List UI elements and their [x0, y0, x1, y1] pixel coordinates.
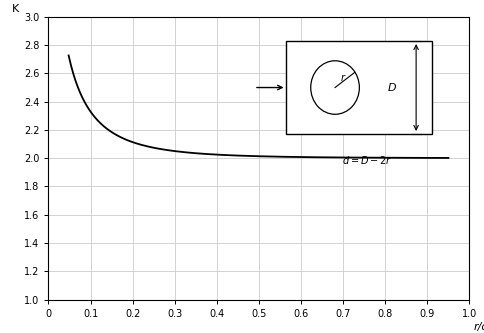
Text: D: D [388, 83, 396, 93]
Bar [287, 41, 432, 134]
Circle shape [311, 61, 359, 114]
Text: r/d: r/d [474, 322, 484, 332]
Text: K: K [12, 4, 19, 14]
Text: r: r [340, 73, 344, 83]
Text: $d = D - 2r$: $d = D - 2r$ [342, 154, 393, 166]
